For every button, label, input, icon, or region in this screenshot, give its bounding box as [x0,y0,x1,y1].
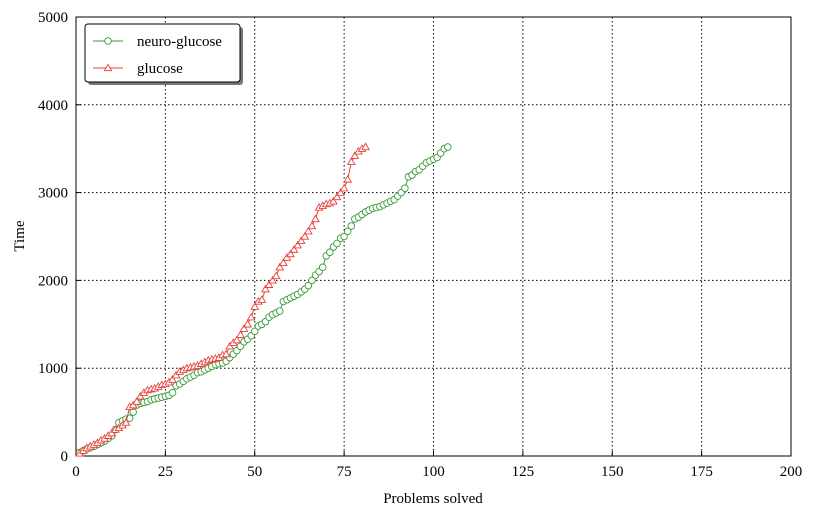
marker [132,397,142,405]
x-tick-label: 175 [690,464,713,480]
marker [336,188,345,196]
marker [168,389,177,397]
marker [293,240,303,249]
y-tick-label: 5000 [38,10,68,26]
marker [261,284,270,293]
marker [289,245,299,253]
x-axis-label: Problems solved [383,491,483,507]
y-axis-label: Time [12,220,28,251]
marker [250,327,259,336]
marker [239,324,249,332]
marker [221,349,231,358]
marker [271,271,281,280]
marker [340,232,348,241]
marker [250,302,260,310]
x-tick-label: 150 [601,464,624,480]
x-tick-label: 125 [512,464,535,480]
marker [333,239,341,248]
legend-label: neuro-glucose [137,34,222,50]
x-tick-label: 50 [247,464,262,480]
marker [350,151,360,159]
marker [276,307,284,315]
marker [304,281,313,290]
marker [246,312,256,321]
marker [401,184,409,192]
marker [311,214,320,223]
y-tick-label: 0 [61,449,69,465]
marker [296,236,306,245]
legend-label: glucose [137,61,183,77]
marker [268,275,278,284]
marker [278,258,288,266]
marker [236,330,245,338]
x-tick-label: 25 [158,464,173,480]
marker [332,192,342,201]
marker [361,142,370,151]
marker [347,222,356,230]
marker [444,143,452,151]
x-tick-label: 100 [422,464,445,480]
marker [104,37,112,45]
marker [339,183,349,192]
marker [303,226,313,235]
marker [275,262,285,271]
marker [286,249,295,258]
marker [329,196,338,205]
marker [257,295,267,303]
x-tick-label: 200 [780,464,803,480]
x-tick-label: 0 [72,464,80,480]
marker [125,414,134,422]
y-tick-label: 2000 [38,273,68,289]
marker [307,221,317,230]
marker [264,280,274,288]
marker [318,263,327,271]
marker [308,276,316,285]
plot-frame [75,16,792,457]
x-tick-label: 75 [337,464,352,480]
y-tick-label: 1000 [38,361,68,377]
marker [346,157,356,166]
marker [232,335,242,344]
marker [326,248,334,257]
marker [168,375,177,383]
marker [343,227,352,235]
y-tick-label: 3000 [38,186,68,202]
y-tick-label: 4000 [38,98,68,114]
marker [243,319,252,328]
marker [300,231,310,240]
series-line [79,146,366,454]
marker [121,418,131,426]
marker [343,174,353,183]
marker [103,63,113,72]
legend [84,23,241,83]
